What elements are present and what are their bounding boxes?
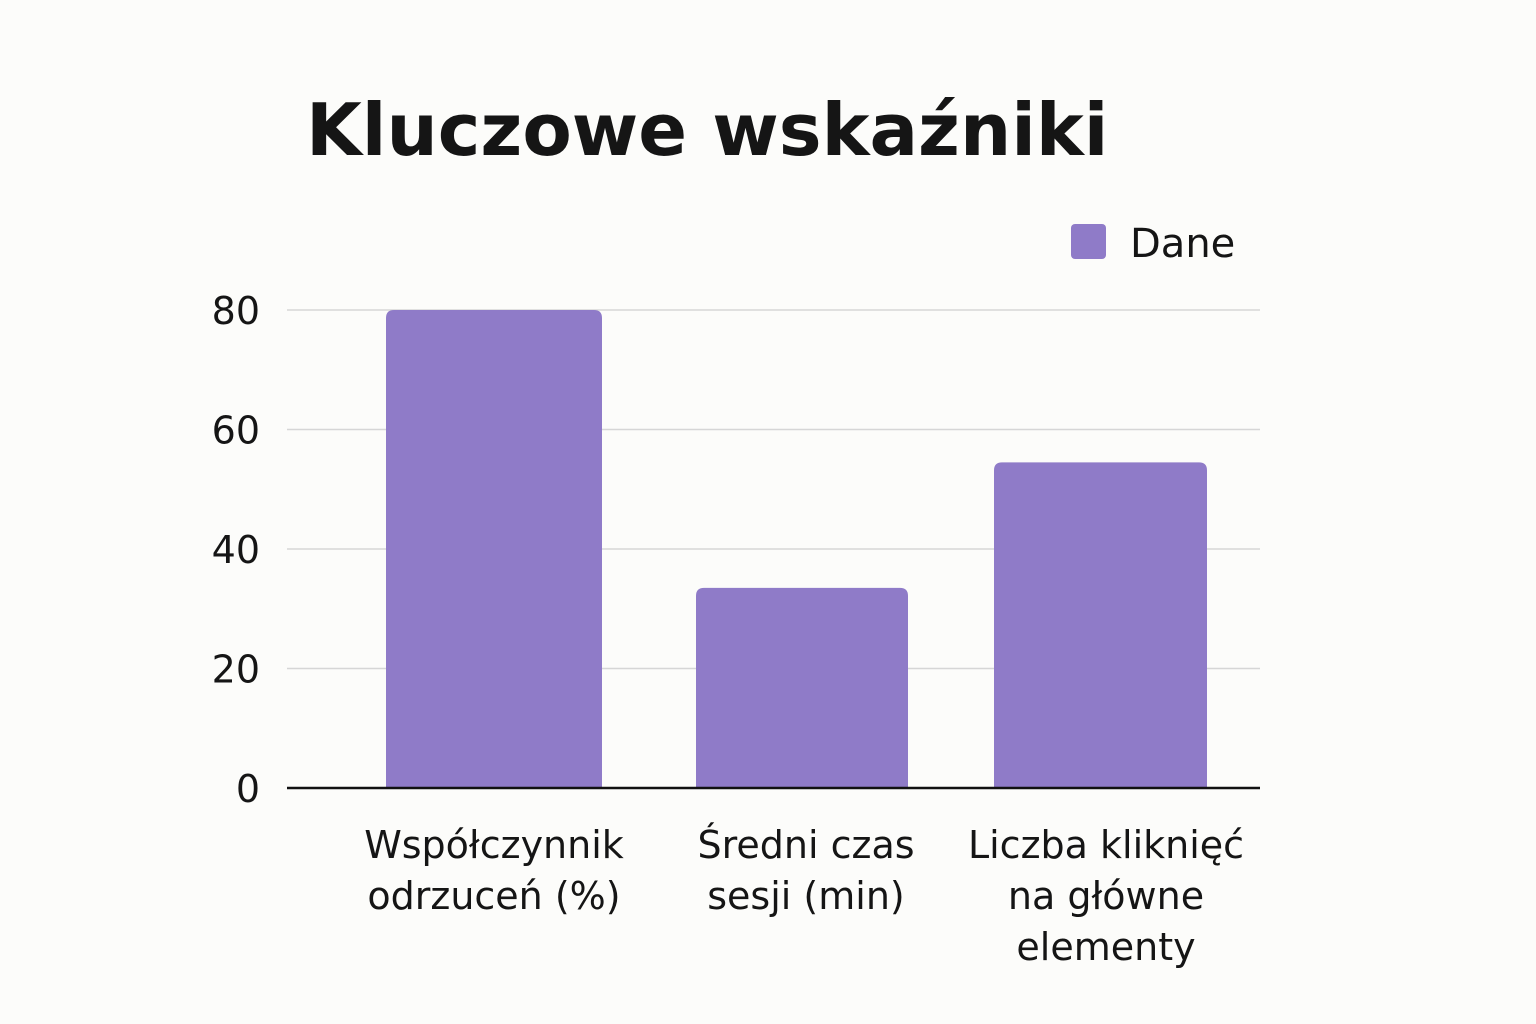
- x-category-label: Współczynnik odrzuceń (%): [364, 823, 624, 918]
- legend-swatch: [1071, 224, 1106, 259]
- chart-title: Kluczowe wskaźniki: [306, 88, 1108, 172]
- y-tick-label: 80: [212, 289, 260, 333]
- y-tick-label: 40: [212, 528, 260, 572]
- bar: [386, 310, 602, 788]
- legend-label: Dane: [1130, 221, 1235, 267]
- y-tick-label: 60: [212, 409, 260, 453]
- x-category-label: Liczba kliknięć na główne elementy: [968, 823, 1244, 969]
- x-category-label: Średni czas sesji (min): [697, 823, 914, 918]
- x-axis-labels: Współczynnik odrzuceń (%) Średni czas sesji…: [364, 823, 1244, 969]
- y-tick-label: 0: [236, 767, 260, 811]
- y-axis-ticks: 0 20 40 60 80: [212, 289, 260, 811]
- bars: [386, 310, 1207, 788]
- y-tick-label: 20: [212, 648, 260, 692]
- bar: [994, 462, 1207, 788]
- bar: [696, 587, 908, 788]
- legend: Dane: [1071, 221, 1235, 267]
